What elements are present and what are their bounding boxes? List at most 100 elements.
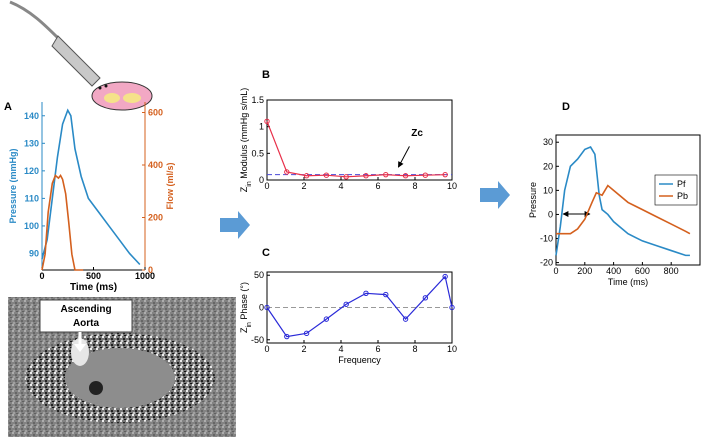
x-tick-label: 2 — [301, 181, 306, 191]
x-tick-label: 400 — [606, 266, 621, 276]
y-tick-label: 1 — [259, 122, 264, 132]
data-point — [422, 172, 429, 178]
y-tick-label: 90 — [29, 248, 39, 258]
y-tick-label: 110 — [24, 193, 39, 203]
data-point — [284, 169, 290, 175]
series-line — [266, 121, 446, 178]
data-point — [264, 118, 270, 125]
series-line — [555, 146, 690, 257]
data-point — [363, 173, 369, 179]
data-point — [303, 173, 310, 179]
data-point — [442, 171, 448, 178]
y-axis-label-part: Phase (°) — [239, 282, 249, 322]
x-tick-label: 0 — [264, 181, 269, 191]
y2-tick-label: 0 — [148, 265, 153, 275]
y-tick-label: 20 — [543, 161, 553, 171]
y-axis-label: Zin Phase (°) — [239, 282, 253, 333]
legend-box — [654, 174, 698, 206]
y-tick-label: 50 — [254, 270, 264, 280]
data-point — [284, 333, 290, 340]
y-axis-label-part: in — [246, 181, 253, 187]
data-point — [363, 290, 369, 296]
data-point — [402, 173, 409, 179]
image-label: Aorta — [73, 318, 100, 329]
x-tick-label: 8 — [412, 344, 417, 354]
x-tick-label: 0 — [553, 266, 558, 276]
data-point — [303, 330, 310, 337]
x-axis-label: Frequency — [338, 355, 381, 365]
series-line — [556, 184, 691, 235]
data-point — [323, 316, 330, 322]
y-tick-label: 130 — [24, 138, 39, 148]
y-axis-label-part: Z — [239, 327, 249, 333]
x-axis-label: Time (ms) — [608, 277, 648, 287]
x-tick-label: 1000 — [135, 271, 155, 281]
y-tick-label: -20 — [540, 258, 553, 268]
x-axis-label: Time (ms) — [70, 282, 117, 293]
image-label: Ascending — [60, 304, 111, 315]
y-tick-label: 30 — [543, 137, 553, 147]
y-tick-label: 0 — [259, 303, 264, 313]
data-point — [343, 174, 349, 180]
data-point — [383, 171, 389, 178]
y-tick-label: -50 — [251, 335, 264, 345]
y-axis-label-part: in — [246, 322, 253, 328]
y-tick-label: 100 — [24, 221, 39, 231]
y2-tick-label: 400 — [148, 160, 163, 170]
y-tick-label: 120 — [24, 166, 39, 176]
series-line — [266, 275, 453, 338]
y-tick-label: -10 — [540, 234, 553, 244]
data-point — [343, 301, 349, 307]
y-axis-label: Pressure — [528, 182, 538, 218]
panel-label: A — [4, 101, 12, 113]
data-point — [323, 172, 330, 178]
panel-label: B — [262, 69, 270, 81]
data-point — [449, 304, 455, 311]
panel-label: C — [262, 247, 270, 259]
x-tick-label: 0 — [39, 271, 44, 281]
y2-tick-label: 600 — [148, 108, 163, 118]
y-axis-label: Pressure (mmHg) — [8, 148, 18, 223]
x-tick-label: 10 — [447, 181, 457, 191]
data-point — [402, 316, 409, 322]
x-tick-label: 4 — [338, 344, 343, 354]
annotation-arrow — [397, 146, 410, 168]
y-tick-label: 140 — [24, 111, 39, 121]
x-tick-label: 500 — [86, 271, 101, 281]
plot-frame — [266, 99, 453, 181]
x-tick-label: 8 — [412, 181, 417, 191]
mri-image: Ascending Aorta — [8, 297, 236, 437]
x-tick-label: 6 — [375, 344, 380, 354]
y-tick-label: 0 — [548, 209, 553, 219]
y-tick-label: 10 — [543, 185, 553, 195]
legend-label: Pf — [677, 179, 686, 189]
panel-label: D — [562, 101, 570, 113]
data-point — [442, 273, 448, 280]
y-tick-label: 0 — [259, 175, 264, 185]
data-point — [383, 291, 389, 298]
flow-arrow — [220, 211, 250, 239]
y-axis-label-part: Modulus (mmHg s/mL) — [239, 88, 249, 182]
series-line — [41, 174, 84, 271]
x-tick-label: 10 — [447, 344, 457, 354]
data-point — [422, 295, 429, 301]
y-tick-label: 0.5 — [251, 148, 264, 158]
x-tick-label: 800 — [664, 266, 679, 276]
y-axis-label: Zin Modulus (mmHg s/mL) — [239, 88, 253, 192]
data-point — [264, 304, 270, 311]
y-axis-label-part: Z — [239, 186, 249, 192]
plot-frame — [555, 134, 701, 266]
probe-illustration — [9, 0, 153, 111]
x-tick-label: 200 — [577, 266, 592, 276]
y2-axis-label: Flow (ml/s) — [165, 162, 175, 209]
legend-label: Pb — [677, 191, 688, 201]
y-tick-label: 1.5 — [251, 95, 264, 105]
x-tick-label: 6 — [375, 181, 380, 191]
y2-tick-label: 200 — [148, 213, 163, 223]
flow-arrow — [480, 181, 510, 209]
x-tick-label: 4 — [338, 181, 343, 191]
x-tick-label: 2 — [301, 344, 306, 354]
x-tick-label: 0 — [264, 344, 269, 354]
